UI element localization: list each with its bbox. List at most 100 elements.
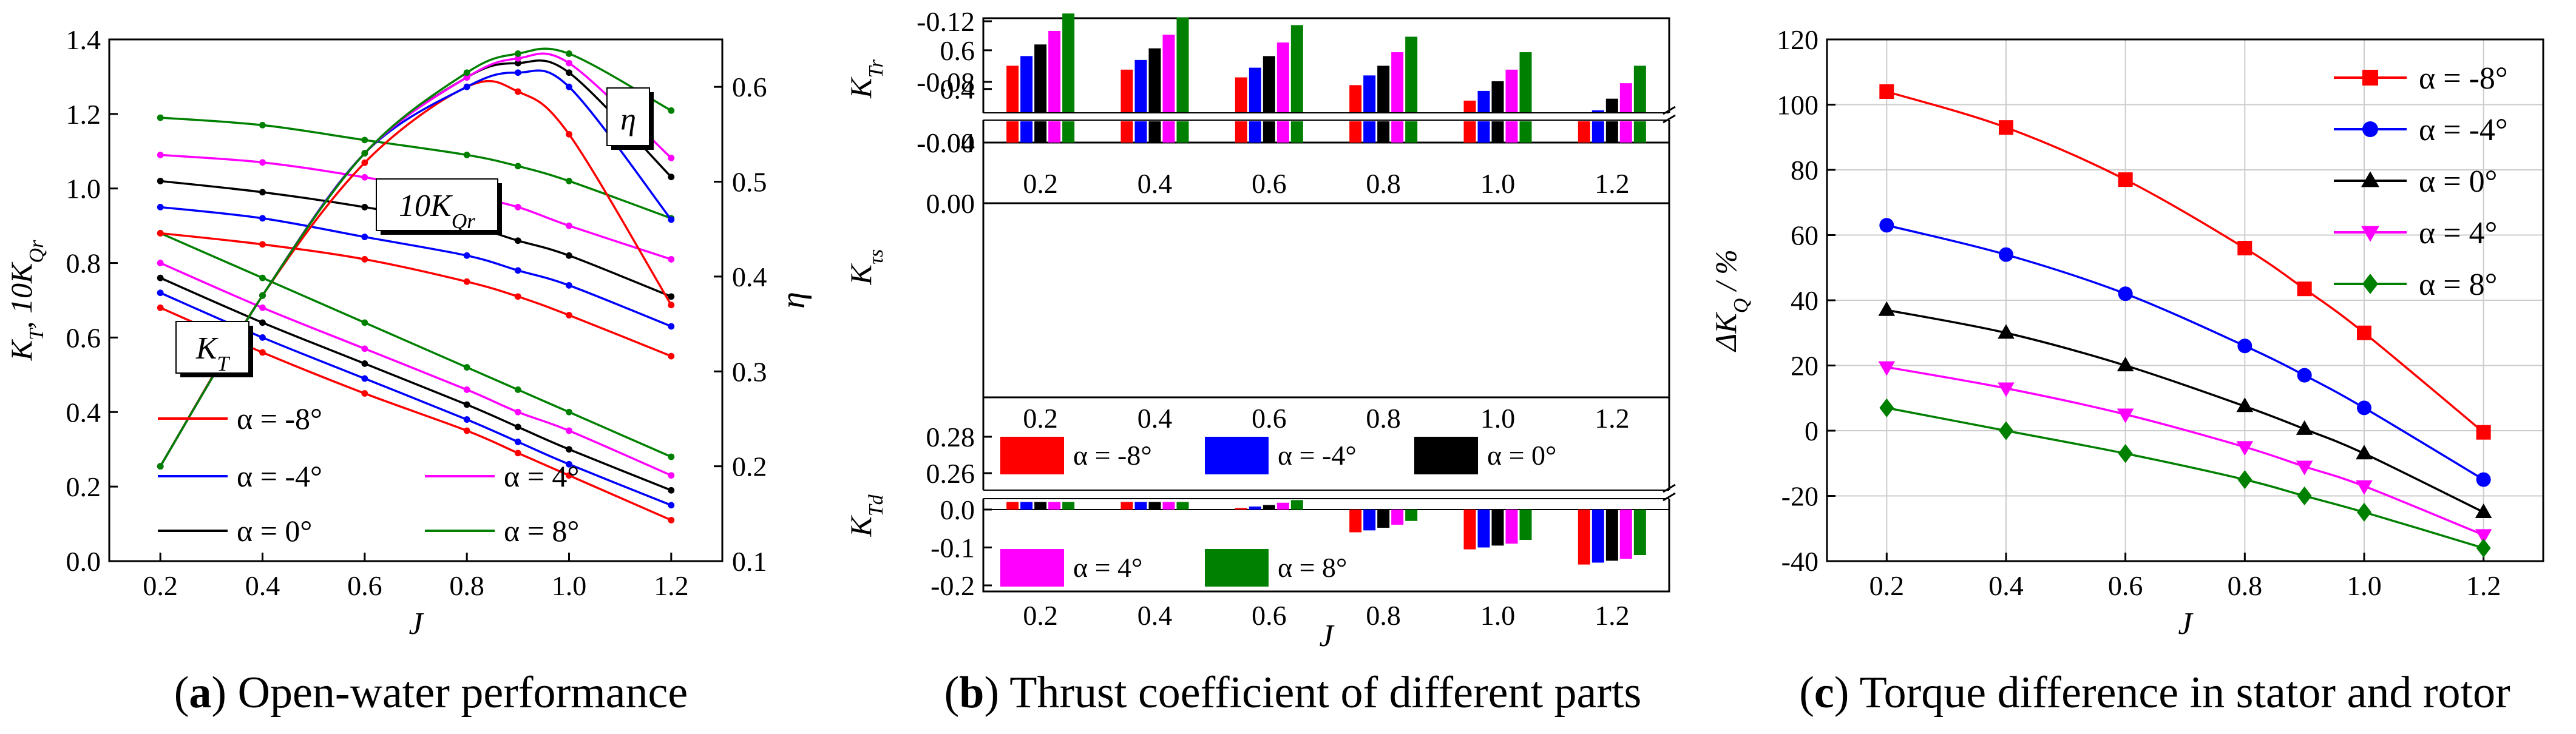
b-bar-ktd (1405, 510, 1418, 521)
b-break-gap (982, 113, 1670, 120)
c-legend-label: α = -8° (2419, 61, 2508, 96)
c-data-point (1879, 218, 1894, 233)
c-legend-marker (2361, 226, 2379, 242)
c-data-point (2117, 408, 2134, 423)
a-data-point (514, 204, 521, 210)
b-bar-ktr (1519, 52, 1532, 112)
b-bar-ktr-lower (1162, 121, 1175, 143)
a-data-point (259, 241, 266, 248)
b-bar-ktr-lower (1176, 121, 1189, 143)
c-ytick-label: 100 (1777, 90, 1818, 121)
a-kq-box (376, 178, 498, 231)
a-data-point (566, 69, 572, 76)
b-bar-ktr (1006, 66, 1019, 112)
b-category-label: 0.4 (1137, 168, 1173, 199)
a-data-point (259, 159, 266, 166)
b-category-label: 1.2 (1595, 168, 1630, 199)
a-data-point (463, 278, 470, 285)
b-bar-ktr-lower (1377, 121, 1390, 143)
a-data-point (259, 334, 266, 341)
a-y2tick-label: 0.6 (732, 72, 767, 103)
b-bar-ktd (1519, 510, 1532, 540)
b-ktd-ytick-label: 0.28 (926, 422, 975, 453)
b-bar-ktd (1235, 508, 1247, 510)
c-x-axis-label: J (2178, 607, 2194, 641)
a-data-point (514, 237, 521, 244)
b-bar-ktr-lower (1491, 121, 1504, 143)
a-xtick-label: 1.0 (552, 570, 587, 601)
a-data-point (668, 107, 675, 114)
a-data-point (463, 252, 470, 259)
c-ytick-label: 120 (1777, 24, 1818, 55)
a-ytick-label: 0.2 (66, 471, 101, 502)
a-data-point (463, 386, 470, 393)
c-data-point (2117, 357, 2134, 372)
b-category-label-3: 1.2 (1595, 600, 1630, 631)
a-data-point (361, 256, 368, 263)
b-ktr-y-axis-label: KTr (844, 59, 887, 98)
c-data-point (1879, 398, 1894, 417)
b-category-label-2: 0.4 (1137, 403, 1173, 434)
a-data-point (566, 59, 572, 67)
b-bar-ktr (1463, 100, 1476, 112)
a-series-line (160, 277, 672, 491)
a-data-point (514, 88, 521, 95)
c-data-point (2476, 472, 2491, 487)
a-data-point (514, 386, 521, 393)
b-bar-ktd (1491, 510, 1504, 546)
b-category-label-2: 0.8 (1366, 403, 1401, 434)
b-subplot-frame (982, 141, 1670, 399)
a-data-point (157, 114, 164, 121)
b-bar-ktr (1120, 69, 1133, 112)
b-category-label-3: 0.2 (1023, 600, 1058, 631)
b-category-label-3: 0.6 (1252, 600, 1287, 631)
c-series-line (1886, 366, 2484, 536)
b-bar-ktr (1235, 77, 1247, 112)
b-bar-ktd (1148, 502, 1161, 510)
c-data-point (2118, 172, 2133, 187)
b-bar-ktr (1363, 75, 1376, 112)
b-bar-ktd (1120, 502, 1133, 510)
a-data-point (259, 292, 266, 299)
b-bar-ktd (1062, 502, 1075, 510)
c-xtick-label: 0.8 (2228, 570, 2263, 601)
a-data-point (514, 449, 521, 457)
a-data-point (259, 319, 266, 326)
b-bar-ktr-lower (1120, 121, 1133, 143)
a-data-point (668, 517, 675, 524)
b-bar-ktr-lower (1619, 121, 1632, 143)
c-data-point (2297, 281, 2312, 297)
b-bar-ktd (1391, 510, 1404, 525)
a-data-point (361, 390, 368, 397)
b-bar-ktr (1176, 17, 1189, 113)
b-bar-ktr (1276, 42, 1289, 112)
b-legend-swatch (1205, 549, 1269, 587)
a-ytick-label: 1.2 (66, 99, 101, 130)
a-data-point (514, 59, 521, 67)
c-legend-label: α = -4° (2419, 113, 2508, 147)
a-data-point (514, 55, 521, 62)
a-data-point (668, 323, 675, 330)
b-bar-ktd (1591, 510, 1604, 563)
c-ytick-label: 20 (1791, 351, 1818, 382)
c-data-point (2118, 444, 2133, 463)
b-category-label: 0.8 (1366, 168, 1401, 199)
b-break-mark-2-2 (1663, 492, 1676, 502)
c-ytick-label: -40 (1781, 546, 1818, 577)
a-data-point (463, 152, 470, 158)
a-data-point (157, 274, 164, 281)
b-bar-ktr-lower (1477, 121, 1490, 143)
a-data-point (514, 267, 521, 274)
c-legend-label: α = 0° (2419, 164, 2497, 199)
a-data-point (668, 453, 675, 460)
a-data-point (463, 83, 470, 90)
c-data-point (1999, 120, 2013, 135)
c-series-line (1886, 309, 2484, 513)
b-bar-ktr-lower (1578, 121, 1590, 143)
b-kts-ytick-label: -0.04 (917, 127, 975, 158)
a-plot-frame (108, 38, 724, 562)
a-ytick-label: 1.0 (66, 173, 101, 204)
a-data-point (566, 408, 572, 416)
b-kts-y-axis-label: Kτs (844, 249, 887, 286)
